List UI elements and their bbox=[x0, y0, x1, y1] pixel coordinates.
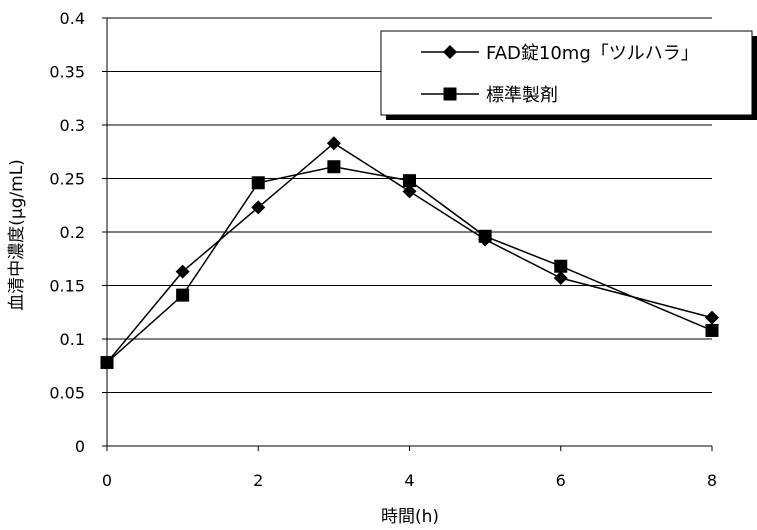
series-line bbox=[106, 165, 713, 364]
legend-label: 標準製剤 bbox=[486, 85, 558, 106]
diamond-point bbox=[402, 184, 417, 199]
square-point bbox=[100, 356, 114, 370]
diamond-point bbox=[553, 271, 568, 286]
square-point bbox=[478, 229, 492, 243]
y-tick-label: 0.3 bbox=[60, 116, 85, 135]
diamond-point bbox=[251, 200, 266, 215]
square-point bbox=[705, 323, 719, 337]
y-tick-label: 0.15 bbox=[49, 277, 85, 296]
square-point bbox=[403, 174, 416, 188]
legend-box bbox=[380, 30, 753, 116]
y-tick-label: 0.35 bbox=[49, 63, 85, 82]
diamond-point bbox=[705, 310, 719, 325]
x-tick-labels: 0 2 4 6 8 bbox=[102, 471, 717, 490]
diamond-point bbox=[326, 136, 341, 151]
x-tick-label: 0 bbox=[102, 471, 112, 490]
x-tick-label: 6 bbox=[556, 471, 566, 490]
y-tick-label: 0 bbox=[75, 437, 85, 456]
x-tick-label: 2 bbox=[253, 471, 263, 490]
series-line bbox=[106, 142, 713, 364]
y-axis-title: 血清中濃度(μg/mL) bbox=[7, 159, 27, 311]
legend-diamond-icon bbox=[443, 45, 457, 59]
square-point bbox=[251, 176, 265, 190]
y-tick-label: 0.1 bbox=[60, 330, 85, 349]
axes bbox=[102, 17, 713, 451]
y-tick-label: 0.25 bbox=[49, 170, 85, 189]
diamond-point bbox=[175, 264, 190, 279]
legend-square-icon bbox=[443, 87, 457, 101]
square-point bbox=[327, 160, 341, 174]
x-tick-label: 8 bbox=[707, 471, 717, 490]
y-tick-label: 0.05 bbox=[49, 384, 85, 403]
data-series bbox=[100, 136, 719, 370]
square-point bbox=[176, 288, 190, 302]
legend-label: FAD錠10mg「ツルハラ」 bbox=[486, 43, 699, 64]
y-tick-label: 0.4 bbox=[60, 9, 85, 28]
series-2 bbox=[100, 160, 719, 370]
legend: FAD錠10mg「ツルハラ」標準製剤 bbox=[380, 30, 757, 120]
y-tick-labels: 0 0.05 0.1 0.15 0.2 0.25 0.3 0.35 0.4 bbox=[49, 9, 85, 456]
square-point bbox=[554, 259, 568, 273]
x-tick-label: 4 bbox=[404, 471, 414, 490]
series-1 bbox=[100, 136, 719, 370]
x-axis-title: 時間(h) bbox=[381, 507, 439, 527]
y-tick-label: 0.2 bbox=[60, 223, 85, 242]
